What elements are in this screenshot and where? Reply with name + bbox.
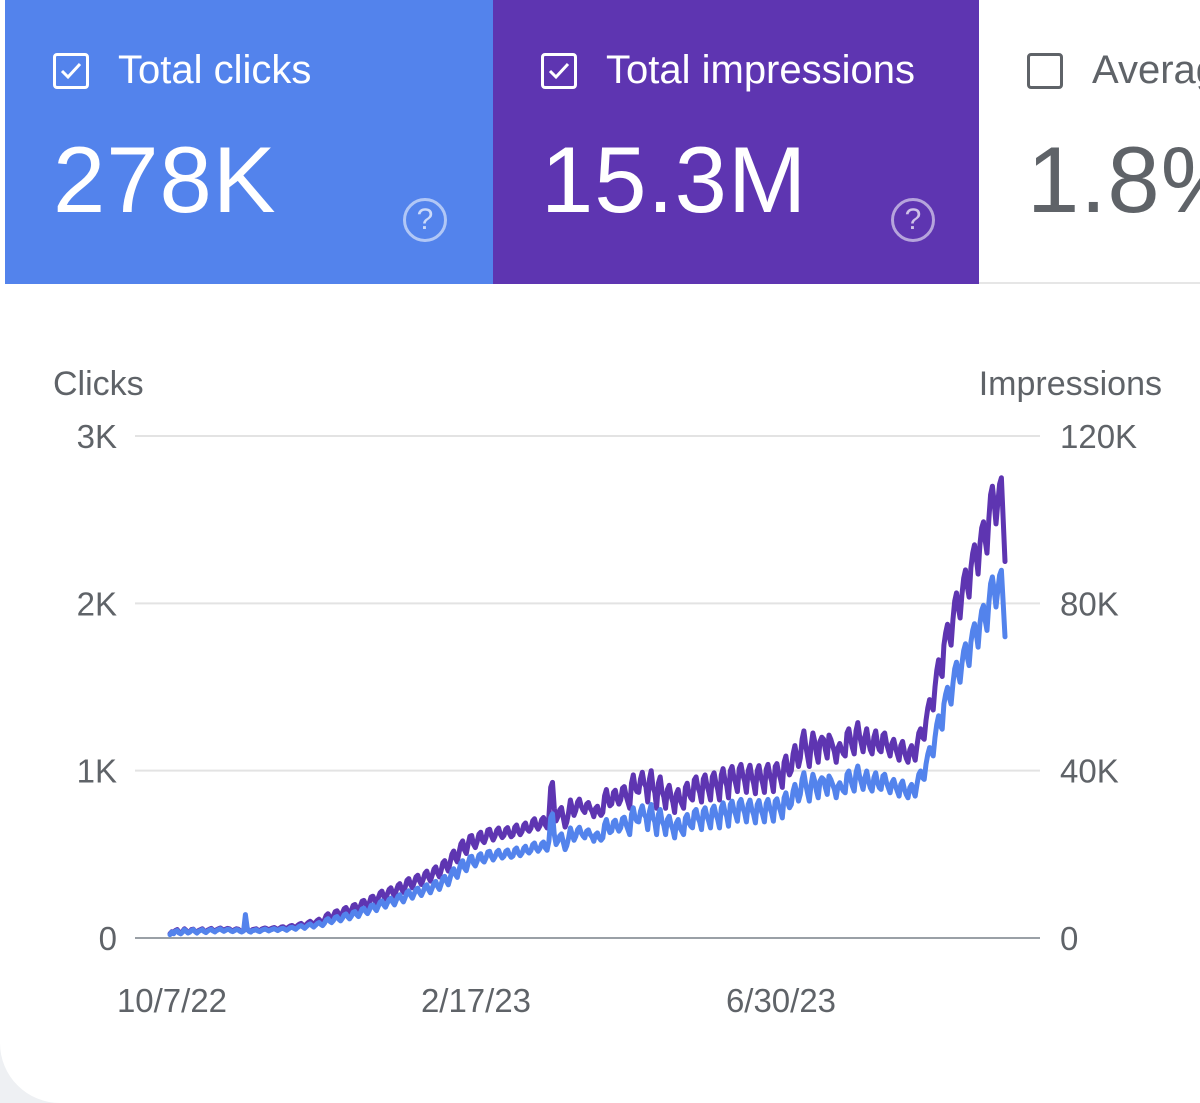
left-axis-title: Clicks — [53, 365, 144, 403]
total-impressions-value: 15.3M — [541, 127, 808, 232]
x-tick-label: 10/7/22 — [117, 982, 227, 1019]
x-tick-label: 2/17/23 — [421, 982, 531, 1019]
left-tick-label: 2K — [77, 585, 117, 622]
right-tick-label: 80K — [1060, 585, 1119, 622]
performance-chart: 0 0 1K 40K 2K 80K 3K 120K Clicks Impressions 10/7/… — [53, 365, 1162, 1019]
x-tick-label: 6/30/23 — [726, 982, 836, 1019]
impressions-checkbox[interactable] — [541, 53, 577, 89]
left-tick-label: 0 — [99, 920, 117, 957]
total-impressions-label: Total impressions — [606, 48, 916, 92]
check-icon — [60, 62, 82, 80]
clicks-checkbox[interactable] — [53, 53, 89, 89]
chart-series — [167, 475, 1008, 938]
left-tick-label: 3K — [77, 418, 117, 455]
right-tick-label: 40K — [1060, 753, 1119, 790]
impressions-series-line — [167, 475, 1008, 937]
total-impressions-card[interactable]: Total impressions 15.3M ? — [493, 0, 979, 284]
total-clicks-value: 278K — [53, 127, 277, 232]
right-tick-label: 120K — [1060, 418, 1137, 455]
help-icon[interactable]: ? — [403, 198, 447, 242]
right-tick-label: 0 — [1060, 920, 1078, 957]
check-icon — [548, 62, 570, 80]
help-icon[interactable]: ? — [891, 198, 935, 242]
average-ctr-card[interactable]: Average CTR 1.8% — [979, 0, 1200, 284]
ctr-checkbox[interactable] — [1027, 53, 1063, 89]
right-axis-title: Impressions — [979, 365, 1162, 403]
chart-grid — [135, 435, 1040, 939]
chart-labels: 0 0 1K 40K 2K 80K 3K 120K Clicks Impressions 10/7/… — [53, 365, 1162, 1019]
average-ctr-label: Average CTR — [1092, 48, 1200, 92]
total-clicks-label: Total clicks — [118, 48, 312, 92]
clicks-series-line — [167, 567, 1008, 938]
left-tick-label: 1K — [77, 753, 117, 790]
total-clicks-card[interactable]: Total clicks 278K ? — [5, 0, 493, 284]
average-ctr-value: 1.8% — [1027, 127, 1200, 232]
